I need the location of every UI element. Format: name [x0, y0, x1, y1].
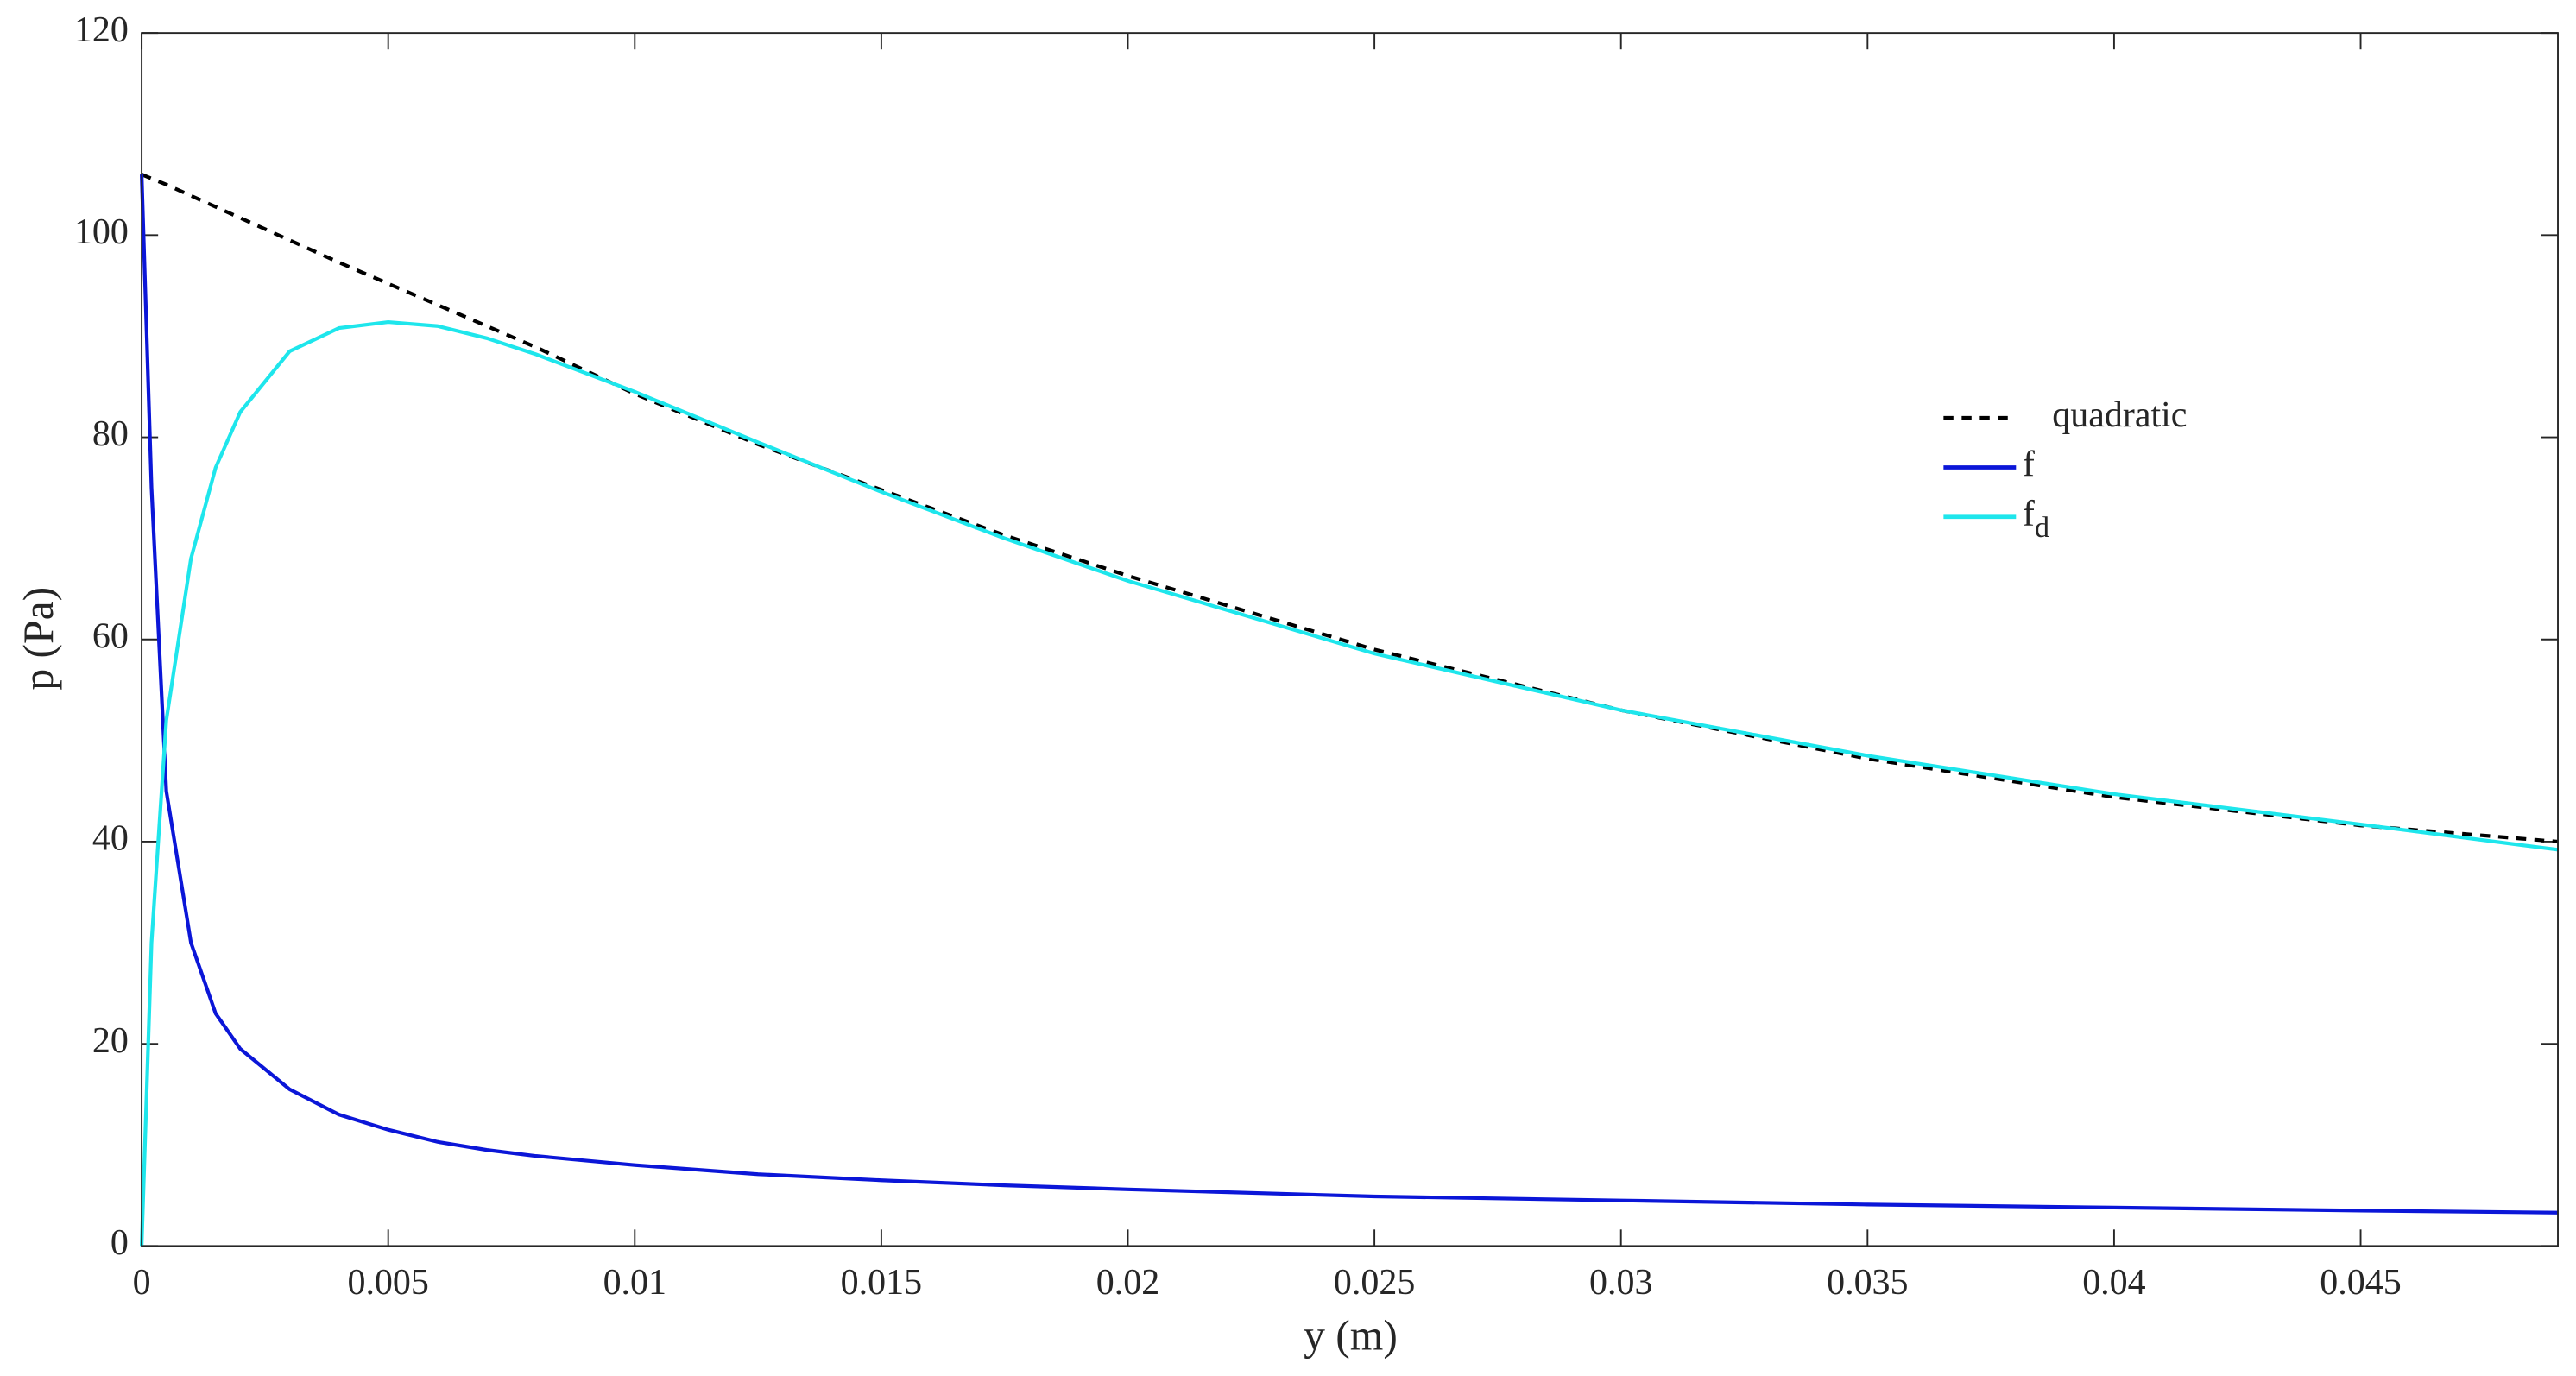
plot-frame — [141, 32, 2559, 1247]
x-tick-label: 0.005 — [347, 1263, 428, 1303]
x-tick-label: 0 — [133, 1263, 151, 1303]
y-tick-label: 60 — [92, 616, 129, 656]
x-tick-label: 0.04 — [2082, 1263, 2145, 1303]
y-tick-label: 40 — [92, 819, 129, 859]
y-tick-label: 0 — [110, 1223, 129, 1263]
x-tick-label: 0.015 — [841, 1263, 922, 1303]
x-axis-label: y (m) — [1304, 1311, 1398, 1359]
x-tick-label: 0.045 — [2320, 1263, 2401, 1303]
y-tick-label: 20 — [92, 1021, 129, 1061]
legend-label: quadratic — [2052, 395, 2187, 435]
y-tick-label: 120 — [74, 10, 129, 50]
legend-label: fd — [2023, 494, 2049, 543]
y-axis-label: p (Pa) — [15, 587, 62, 691]
legend-label: f — [2023, 445, 2035, 484]
x-tick-label: 0.025 — [1334, 1263, 1415, 1303]
x-tick-label: 0.01 — [603, 1263, 666, 1303]
x-tick-label: 0.035 — [1827, 1263, 1908, 1303]
x-tick-label: 0.03 — [1589, 1263, 1652, 1303]
line-series — [139, 174, 2559, 1215]
y-tick-label: 100 — [74, 212, 129, 252]
y-tick-label: 80 — [92, 414, 129, 454]
legend-label-subscript: d — [2035, 511, 2049, 544]
legend-label-main: f — [2023, 494, 2035, 533]
x-tick-label: 0.02 — [1096, 1263, 1159, 1303]
line-series — [139, 319, 2559, 1247]
